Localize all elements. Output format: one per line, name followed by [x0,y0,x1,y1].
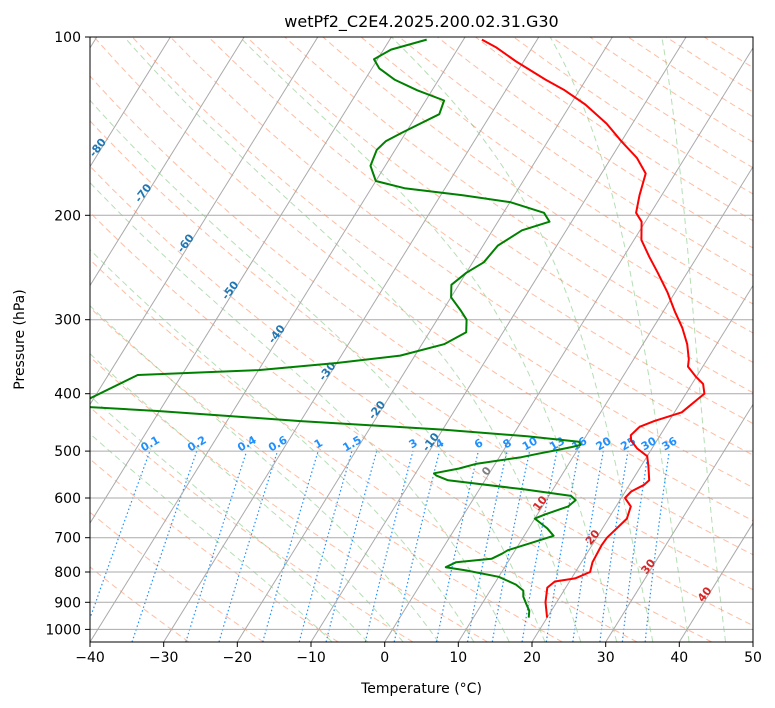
dry-adiabat [90,458,339,642]
moist-adiabat [661,37,727,642]
moist-adiabat [391,37,654,642]
y-tick-label: 1000 [45,622,81,638]
y-tick-label: 400 [54,387,81,403]
y-tick-label: 900 [54,595,81,611]
mixing-ratio-line [621,451,650,642]
isotherm [678,522,753,642]
isotherm [531,284,753,642]
dry-adiabat [90,356,488,642]
y-tick-label: 200 [54,208,81,224]
mixing-ratio-line [131,450,198,642]
isotherm [384,47,753,642]
x-tick-label: 10 [449,650,467,666]
isotherm [90,37,319,406]
y-axis-label: Pressure (hPa) [12,289,28,389]
x-tick-label: 0 [380,650,389,666]
isotherm [90,37,466,642]
y-tick-label: 600 [54,491,81,507]
temperature-profile [481,38,706,618]
isotherm [457,165,753,642]
y-axis-ticks: 100 200 300 400 500 600 700 800 900 1000 [45,30,90,638]
x-axis-label: Temperature (°C) [360,681,482,697]
isotherm [90,37,392,525]
pressure-grid [90,37,753,630]
mixing-ratio-line [218,450,279,642]
x-tick-label: −30 [149,650,179,666]
mixing-ratio-line [364,450,414,642]
isotherm [310,37,687,642]
moist-adiabat [90,433,333,642]
moist-adiabat [90,395,369,642]
dewpoint-profile [90,38,582,618]
isotherm [90,37,171,168]
moist-adiabat [90,305,439,642]
x-tick-label: 50 [744,650,762,666]
dry-adiabat [90,75,753,556]
x-tick-label: 30 [597,650,615,666]
moist-adiabat [90,99,546,642]
dry-adiabat [90,306,563,642]
dry-adiabat [90,211,712,642]
isotherm [605,403,753,642]
x-tick-label: 20 [523,650,541,666]
dry-adiabat [90,258,638,642]
mixing-ratio-line [298,450,353,642]
x-tick-label: −10 [296,650,326,666]
moist-adiabat [123,37,582,642]
chart-title: wetPf2_C2E4.2025.200.02.31.G30 [284,12,558,32]
y-tick-label: 500 [54,444,81,460]
isotherm [90,37,245,287]
dry-adiabat [131,37,753,489]
dry-adiabat [90,511,264,642]
mixing-ratio-line [644,451,670,642]
isotherm-grid [90,37,753,642]
x-tick-label: −20 [223,650,253,666]
x-tick-label: −40 [75,650,105,666]
y-tick-label: 300 [54,313,81,329]
dry-adiabat [246,37,753,394]
plot-frame [89,36,754,643]
mixing-ratio-line [262,450,319,642]
y-tick-label: 800 [54,565,81,581]
mixing-ratio-line [90,450,151,621]
moist-adiabats [90,37,727,642]
x-tick-label: 40 [670,650,688,666]
mixing-ratio-lines [90,450,670,642]
isotherm [163,37,540,642]
mixing-ratio-line [325,450,378,642]
isotherm [236,37,613,642]
mixing-ratio-line [185,450,248,642]
y-tick-label: 100 [54,30,81,46]
mixing-ratio-line [435,450,479,642]
moist-adiabat [549,37,690,642]
mixing-ratio-line [572,450,604,642]
y-tick-label: 700 [54,531,81,547]
moist-adiabat [90,353,404,642]
moist-adiabat [90,181,510,642]
dry-adiabat [90,120,753,591]
dry-adiabat [93,37,753,522]
mixing-ratio-line [599,450,629,642]
x-axis-ticks: −40 −30 −20 −10 0 10 20 30 40 50 [75,642,762,666]
dry-adiabat [284,37,753,363]
profile-series [90,38,706,618]
dry-adiabat [90,566,190,642]
